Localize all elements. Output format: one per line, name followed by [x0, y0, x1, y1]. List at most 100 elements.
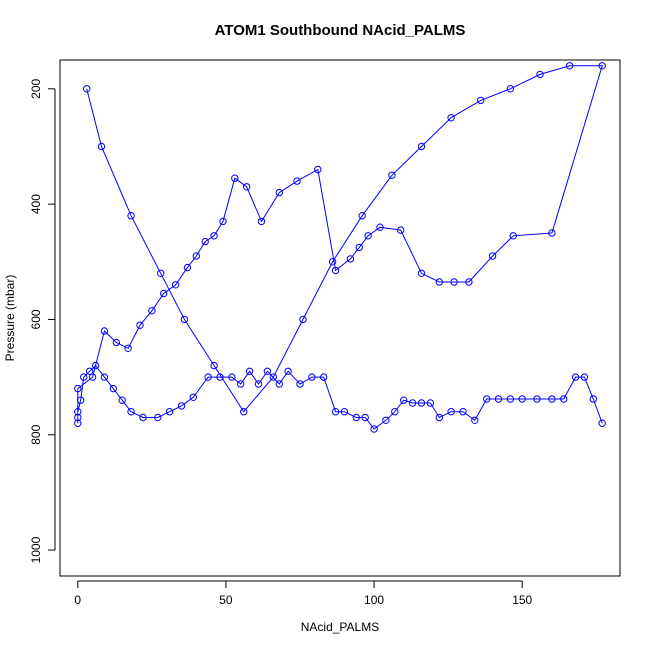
- data-point: [352, 413, 360, 422]
- data-point: [210, 361, 218, 370]
- data-point: [275, 380, 283, 388]
- data-point: [447, 114, 455, 122]
- plot-frame: [59, 59, 621, 577]
- data-point: [314, 165, 322, 174]
- data-point: [408, 399, 417, 407]
- data-point: [100, 373, 109, 381]
- data-point: [331, 266, 340, 275]
- series-layer: [74, 62, 606, 433]
- data-point: [85, 367, 94, 375]
- data-point: [284, 367, 292, 375]
- data-point: [154, 413, 162, 422]
- data-point: [74, 413, 82, 422]
- data-point: [112, 338, 121, 347]
- x-tick-label: 50: [219, 593, 233, 607]
- data-point: [548, 395, 556, 403]
- data-point: [331, 408, 340, 416]
- data-point: [124, 344, 132, 352]
- data-point: [83, 85, 91, 93]
- data-point: [370, 425, 378, 433]
- data-point: [231, 174, 239, 182]
- data-point: [509, 232, 517, 240]
- data-point: [417, 399, 426, 407]
- data-point: [177, 402, 186, 410]
- data-point: [488, 252, 497, 260]
- data-point: [275, 188, 283, 197]
- data-point: [361, 413, 369, 422]
- data-point: [269, 373, 277, 381]
- data-point: [391, 408, 399, 416]
- data-point: [580, 373, 589, 381]
- y-tick-label: 800: [29, 424, 43, 444]
- data-point: [127, 212, 135, 220]
- data-point: [506, 395, 515, 403]
- data-point: [299, 315, 307, 324]
- data-point: [471, 416, 479, 424]
- data-point: [571, 373, 580, 381]
- y-axis-label: Pressure (mbar): [3, 275, 17, 362]
- data-point: [388, 171, 396, 180]
- data-point: [536, 70, 544, 79]
- data-point: [494, 395, 503, 403]
- data-point: [74, 408, 82, 416]
- data-point: [216, 373, 224, 381]
- data-point: [243, 183, 251, 191]
- x-tick-label: 0: [74, 593, 81, 607]
- data-point: [183, 263, 192, 272]
- data-point: [358, 212, 366, 220]
- data-point: [483, 395, 491, 403]
- data-point: [263, 367, 272, 375]
- data-point: [589, 395, 597, 403]
- data-point: [74, 419, 82, 427]
- data-point: [77, 396, 85, 404]
- data-point: [97, 142, 106, 151]
- data-point: [91, 361, 100, 370]
- data-point: [257, 217, 266, 226]
- data-point: [165, 408, 174, 416]
- data-point: [400, 396, 408, 404]
- data-point: [245, 367, 254, 375]
- data-point: [192, 252, 201, 260]
- data-point: [477, 96, 485, 105]
- x-axis-label: NAcid_PALMS: [301, 620, 379, 634]
- data-point: [254, 380, 263, 388]
- data-point: [465, 278, 473, 286]
- data-point: [320, 373, 328, 381]
- data-point: [127, 408, 135, 416]
- data-point: [157, 269, 165, 277]
- x-tick-label: 150: [512, 593, 532, 607]
- data-point: [296, 380, 304, 388]
- data-point: [136, 321, 144, 329]
- data-point: [435, 413, 443, 422]
- data-point: [459, 408, 467, 416]
- data-point: [80, 373, 88, 381]
- data-point: [364, 232, 372, 240]
- data-point: [417, 142, 426, 151]
- data-point: [340, 408, 349, 416]
- data-point: [118, 396, 126, 404]
- data-point: [139, 413, 147, 422]
- data-point: [533, 395, 541, 403]
- data-point: [180, 315, 189, 324]
- data-point: [435, 278, 443, 286]
- data-point: [74, 384, 82, 393]
- data-point: [219, 217, 227, 226]
- data-point: [355, 243, 363, 252]
- data-point: [204, 373, 212, 381]
- data-point: [228, 373, 236, 381]
- y-tick-label: 400: [29, 194, 43, 214]
- data-point: [506, 85, 515, 93]
- axes-layer: 0 50 100 150 200 400 600 800 1000: [29, 59, 621, 607]
- x-tick-label: 100: [364, 593, 384, 607]
- y-tick-label: 200: [29, 78, 43, 98]
- data-point: [548, 229, 556, 237]
- data-point: [308, 373, 316, 381]
- data-point: [160, 289, 168, 298]
- data-point: [598, 419, 606, 427]
- data-point: [426, 399, 435, 407]
- data-point: [237, 380, 245, 388]
- data-point: [598, 62, 606, 70]
- data-point: [376, 223, 384, 231]
